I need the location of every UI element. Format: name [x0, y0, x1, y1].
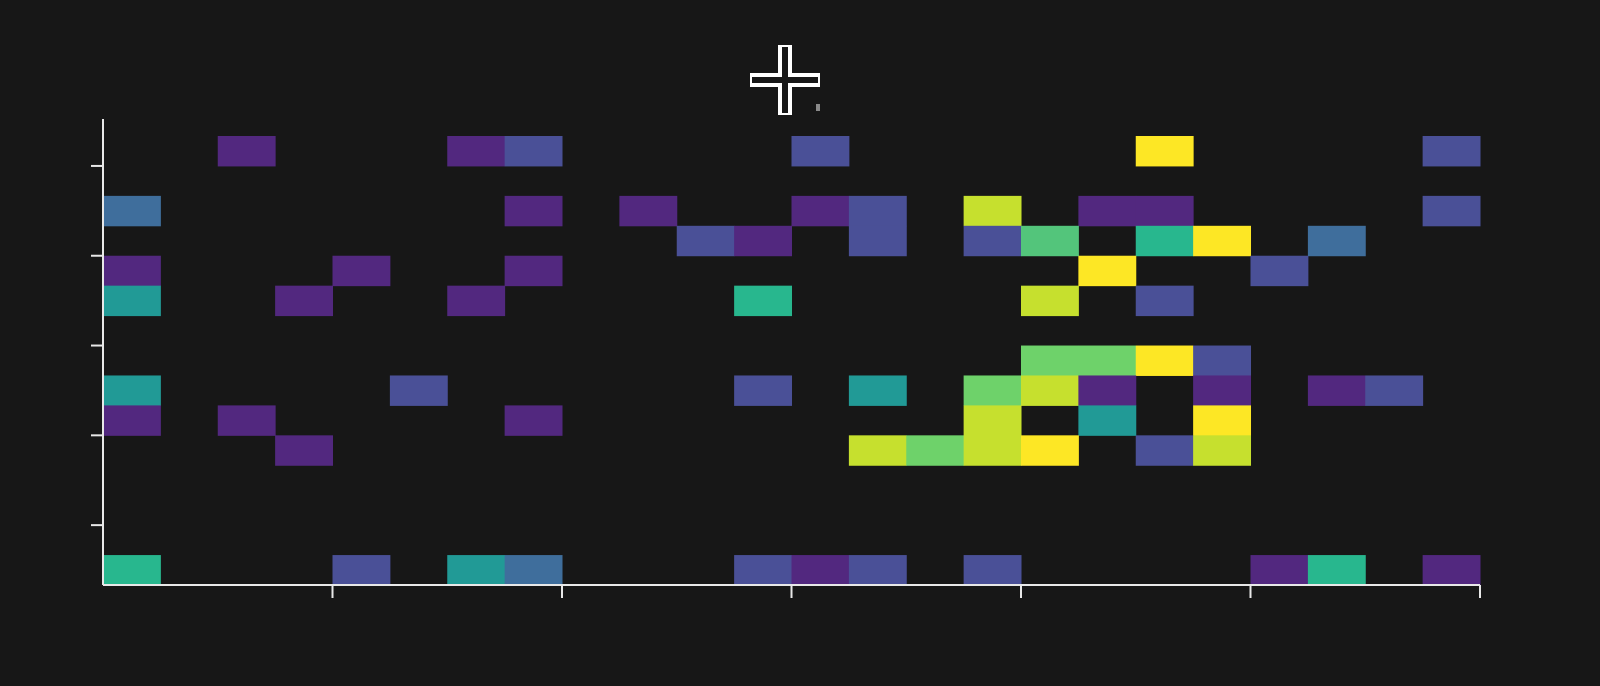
heatmap-cell	[332, 555, 391, 586]
heatmap-cell	[1078, 345, 1137, 376]
heatmap-cell	[1422, 195, 1481, 227]
heatmap-cell	[1422, 136, 1481, 167]
heatmap-cell	[103, 555, 161, 586]
heatmap-cell	[1193, 345, 1252, 376]
heatmap-cell	[504, 195, 563, 227]
heatmap-cell	[963, 225, 1022, 257]
heatmap-cell	[963, 555, 1022, 586]
crosshair-cursor-icon	[750, 45, 820, 115]
heatmap-cell	[103, 195, 161, 227]
heatmap-cell	[1135, 435, 1194, 466]
heatmap-cell	[103, 405, 161, 436]
heatmap-cell	[1193, 225, 1252, 257]
cursor-dot	[816, 104, 820, 111]
heatmap-cell	[217, 136, 276, 167]
heatmap-cell	[848, 195, 907, 227]
heatmap-cell	[734, 555, 793, 586]
heatmap-cell	[1078, 255, 1137, 287]
heatmap-cell	[275, 435, 334, 466]
heatmap-cell	[1135, 136, 1194, 167]
heatmap-cell	[619, 195, 678, 227]
heatmap-cell	[504, 136, 563, 167]
heatmap-cell	[332, 255, 391, 287]
heatmap-cell	[791, 555, 850, 586]
heatmap-cell	[1021, 345, 1079, 376]
heatmap-cell	[848, 435, 907, 466]
heatmap-cell	[848, 375, 907, 406]
heatmap-cell	[504, 555, 563, 586]
heatmap-cell	[963, 195, 1022, 227]
heatmap-cell	[734, 375, 793, 406]
heatmap-cell	[504, 405, 563, 436]
heatmap-cell	[1422, 555, 1481, 586]
heatmap-cell	[906, 435, 965, 466]
heatmap-cell	[791, 195, 850, 227]
heatmap-cell	[676, 225, 735, 257]
heatmap-cell	[103, 255, 161, 287]
heatmap-cell	[1250, 555, 1309, 586]
heatmap-cell	[1021, 435, 1079, 466]
heatmap-cell	[963, 405, 1022, 436]
heatmap-cell	[1365, 375, 1424, 406]
heatmap-cell	[1021, 225, 1079, 257]
heatmap-cells	[103, 136, 1481, 586]
heatmap-cell	[447, 555, 506, 586]
heatmap-cell	[103, 375, 161, 406]
heatmap-cell	[1135, 225, 1194, 257]
heatmap-cell	[1307, 225, 1366, 257]
heatmap-cell	[217, 405, 276, 436]
heatmap-cell	[103, 285, 161, 317]
heatmap-cell	[1135, 195, 1194, 227]
heatmap-cell	[1078, 195, 1137, 227]
heatmap-cell	[389, 375, 448, 406]
heatmap-cell	[1021, 285, 1079, 317]
heatmap-cell	[1135, 285, 1194, 317]
heatmap-cell	[275, 285, 334, 317]
heatmap-cell	[791, 136, 850, 167]
heatmap-cell	[1193, 375, 1252, 406]
heatmap-cell	[848, 225, 907, 257]
heatmap-cell	[1307, 375, 1366, 406]
heatmap-cell	[1078, 375, 1137, 406]
heatmap-cell	[963, 435, 1022, 466]
heatmap-cell	[848, 555, 907, 586]
heatmap-cell	[1307, 555, 1366, 586]
heatmap-cell	[963, 375, 1022, 406]
heatmap-cell	[1193, 405, 1252, 436]
heatmap-cell	[1250, 255, 1309, 287]
heatmap-cell	[1021, 375, 1079, 406]
heatmap-cell	[447, 285, 506, 317]
heatmap-cell	[734, 285, 793, 317]
chart-axes	[91, 119, 1481, 598]
heatmap-cell	[1078, 405, 1137, 436]
heatmap-cell	[504, 255, 563, 287]
heatmap-cell	[734, 225, 793, 257]
heatmap-cell	[1135, 345, 1194, 376]
heatmap-cell	[1193, 435, 1252, 466]
heatmap-cell	[447, 136, 506, 167]
